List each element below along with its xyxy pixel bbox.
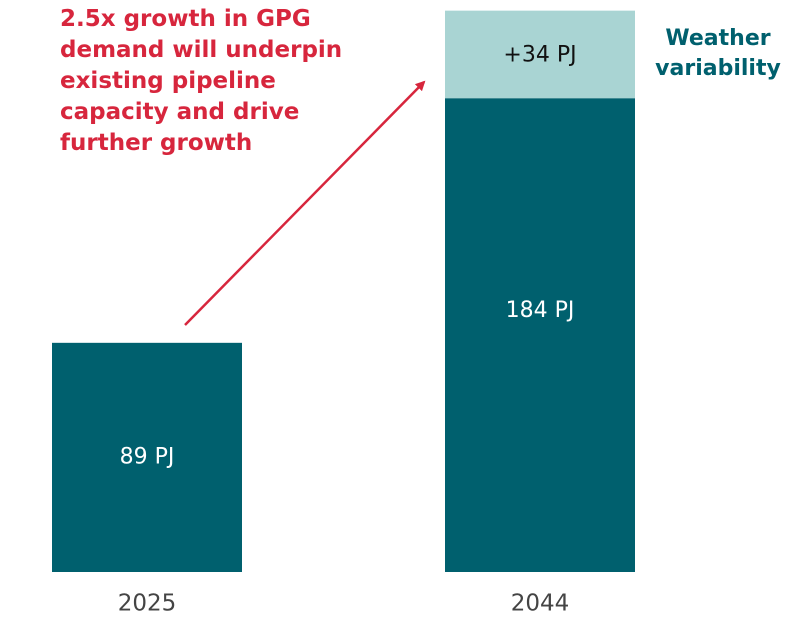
- value-label: +34 PJ: [503, 42, 576, 67]
- x-tick-label: 2025: [118, 591, 177, 617]
- value-label: 89 PJ: [120, 444, 175, 469]
- annotation: 2.5x growth in GPG demand will underpin …: [60, 6, 343, 156]
- growth-arrow: [184, 80, 426, 326]
- bar-segment: [445, 10, 635, 99]
- value-label: 184 PJ: [506, 298, 575, 323]
- bar-segment: [445, 98, 635, 572]
- x-tick-label: 2044: [511, 591, 570, 617]
- legend-label: Weather variability: [655, 26, 781, 81]
- bar-segment: [52, 342, 242, 572]
